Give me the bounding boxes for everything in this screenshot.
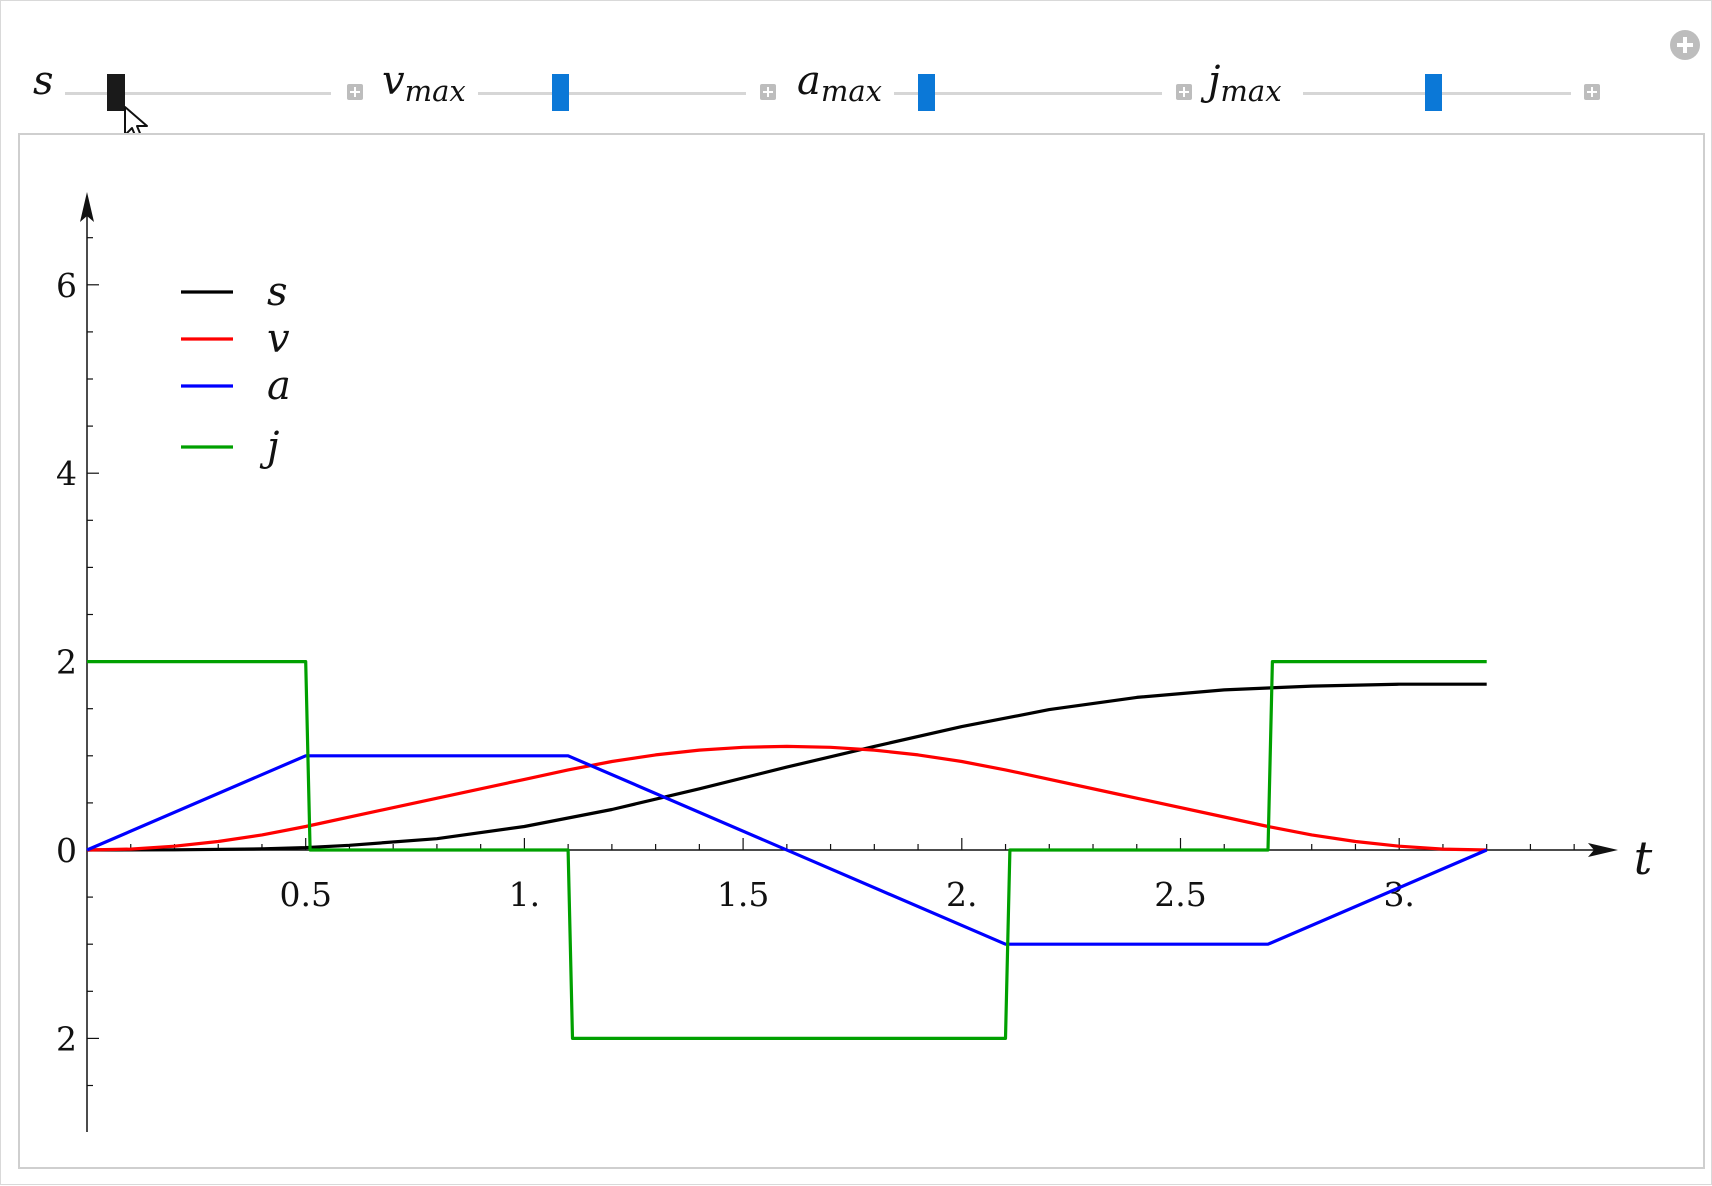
legend-label-v: v	[267, 316, 290, 362]
series-s-line	[86, 682, 1487, 852]
plot-panel	[18, 133, 1705, 1169]
x-tick-label: 2.	[946, 875, 978, 914]
series-v-line	[86, 744, 1487, 852]
slider-s-thumb[interactable]	[107, 74, 125, 111]
slider-vmax-track[interactable]	[478, 92, 746, 95]
slider-vmax-label: vmax	[382, 58, 466, 108]
x-axis-label: t	[1634, 831, 1653, 885]
y-tick-label: 2	[56, 1019, 77, 1058]
slider-amax-thumb[interactable]	[918, 74, 935, 111]
control-bar: s vmax amax jmax	[1, 53, 1712, 133]
plus-circle-icon[interactable]	[1670, 30, 1700, 60]
x-tick-label: 1.5	[717, 875, 769, 914]
slider-s-expand-icon[interactable]	[347, 84, 363, 100]
slider-vmax-thumb[interactable]	[552, 74, 569, 111]
slider-amax-track[interactable]	[894, 92, 1162, 95]
y-tick-label: 6	[56, 266, 77, 305]
slider-s-label: s	[33, 58, 54, 104]
slider-jmax-thumb[interactable]	[1425, 74, 1442, 111]
legend-label-s: s	[267, 269, 288, 315]
y-tick-label: 2	[56, 643, 77, 682]
x-tick-label: 1.	[509, 875, 541, 914]
y-axis-arrow	[80, 192, 94, 222]
slider-jmax-expand-icon[interactable]	[1584, 84, 1600, 100]
slider-amax-expand-icon[interactable]	[1176, 84, 1192, 100]
slider-vmax-expand-icon[interactable]	[760, 84, 776, 100]
slider-amax-label: amax	[797, 58, 883, 108]
series-a-line	[86, 754, 1488, 946]
x-tick-label: 0.5	[279, 875, 331, 914]
slider-s-track[interactable]	[65, 92, 331, 95]
y-tick-label: 4	[56, 454, 77, 493]
slider-jmax-label: jmax	[1208, 58, 1282, 108]
y-tick-label: 0	[56, 831, 77, 870]
legend-label-j: j	[259, 424, 279, 470]
x-tick-label: 3.	[1383, 875, 1415, 914]
x-tick-label: 2.5	[1154, 875, 1206, 914]
series-j-line	[87, 659, 1487, 1041]
series-layer	[86, 659, 1488, 1041]
legend-label-a: a	[267, 363, 291, 409]
axes: 0.5 1. 1.5 2. 2.5 3. 6 4 2 0 2 t	[56, 192, 1653, 1132]
x-axis-arrow	[1588, 843, 1618, 857]
